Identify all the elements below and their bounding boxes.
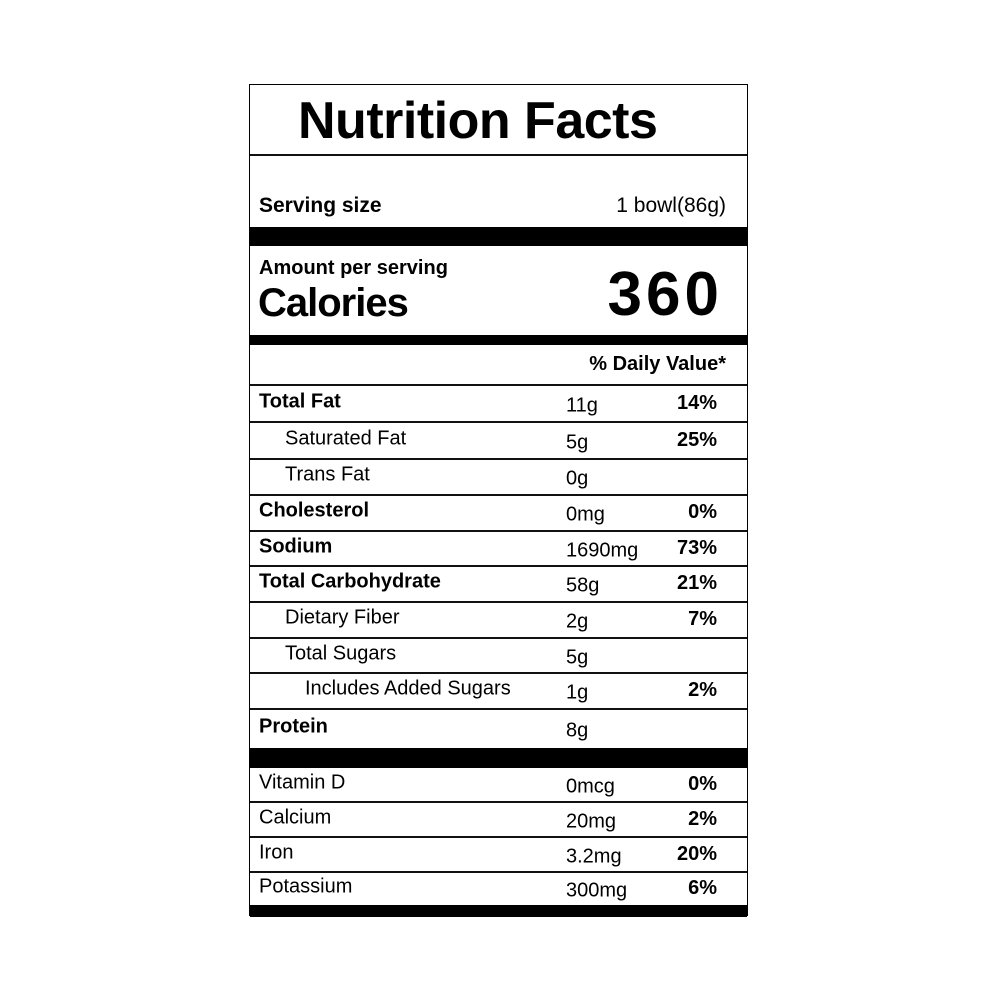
divider bbox=[250, 836, 747, 838]
nutrient-amount: 3.2mg bbox=[566, 844, 622, 867]
nutrient-name: Cholesterol bbox=[259, 499, 370, 522]
daily-value-percent: 0% bbox=[688, 501, 717, 524]
daily-value-percent: 0% bbox=[688, 773, 717, 796]
nutrient-amount: 58g bbox=[566, 574, 600, 597]
nutrient-name: Dietary Fiber bbox=[285, 606, 400, 629]
daily-value-percent: 73% bbox=[676, 536, 717, 559]
nutrient-amount: 20mg bbox=[566, 809, 617, 832]
nutrient-name: Potassium bbox=[259, 875, 353, 898]
nutrient-name: Trans Fat bbox=[285, 463, 370, 486]
serving-size-label: Serving size bbox=[259, 194, 382, 217]
nutrient-amount: 8g bbox=[566, 718, 589, 741]
daily-value-percent: 20% bbox=[676, 842, 717, 865]
nutrient-row: Total Fat 11g 14% bbox=[250, 385, 747, 422]
calories-value: 360 bbox=[607, 260, 723, 329]
amount-per-serving-label: Amount per serving bbox=[259, 257, 448, 279]
nutrient-name: Sodium bbox=[259, 535, 333, 558]
nutrient-row: Includes Added Sugars 1g 2% bbox=[250, 673, 747, 709]
nutrient-name: Includes Added Sugars bbox=[305, 677, 511, 700]
nutrient-name: Total Carbohydrate bbox=[259, 570, 441, 593]
thick-divider bbox=[250, 335, 747, 345]
nutrient-name: Saturated Fat bbox=[285, 427, 407, 450]
daily-value-percent: 6% bbox=[688, 876, 717, 899]
divider bbox=[250, 384, 747, 386]
divider bbox=[250, 708, 747, 710]
divider bbox=[250, 801, 747, 803]
nutrient-amount: 2g bbox=[566, 610, 589, 633]
divider bbox=[250, 421, 747, 423]
serving-size-value: 1 bowl(86g) bbox=[616, 194, 726, 217]
nutrient-name: Iron bbox=[259, 841, 294, 864]
nutrient-name: Total Sugars bbox=[285, 642, 397, 665]
nutrient-amount: 5g bbox=[566, 645, 589, 668]
nutrient-name: Vitamin D bbox=[259, 771, 346, 794]
thick-divider bbox=[250, 905, 747, 917]
vitamin-row: Vitamin D 0mcg 0% bbox=[250, 768, 747, 802]
divider bbox=[250, 154, 747, 156]
calories-label: Calories bbox=[258, 281, 409, 325]
divider bbox=[250, 601, 747, 603]
divider bbox=[250, 637, 747, 639]
divider bbox=[250, 494, 747, 496]
nutrient-row: Total Sugars 5g bbox=[250, 638, 747, 673]
nutrient-row: Total Carbohydrate 58g 21% bbox=[250, 566, 747, 602]
nutrient-row: Saturated Fat 5g 25% bbox=[250, 422, 747, 459]
daily-value-percent: 21% bbox=[676, 572, 717, 595]
daily-value-percent: 25% bbox=[676, 428, 717, 451]
daily-value-header: % Daily Value* bbox=[589, 353, 726, 375]
divider bbox=[250, 458, 747, 460]
nutrient-amount: 0mcg bbox=[566, 775, 615, 798]
thick-divider bbox=[250, 227, 747, 246]
nutrient-amount: 1690mg bbox=[566, 538, 639, 561]
divider bbox=[250, 530, 747, 532]
nutrition-facts-label: Nutrition Facts Serving size 1 bowl(86g)… bbox=[249, 84, 748, 917]
divider bbox=[250, 871, 747, 873]
vitamin-row: Calcium 20mg 2% bbox=[250, 802, 747, 837]
nutrient-amount: 5g bbox=[566, 430, 589, 453]
nutrient-amount: 1g bbox=[566, 681, 589, 704]
nutrient-row: Protein 8g bbox=[250, 709, 747, 748]
nutrient-amount: 11g bbox=[566, 393, 598, 416]
vitamin-row: Iron 3.2mg 20% bbox=[250, 837, 747, 872]
nutrient-amount: 0mg bbox=[566, 503, 605, 526]
daily-value-percent: 2% bbox=[688, 679, 717, 702]
daily-value-percent: 2% bbox=[688, 807, 717, 830]
nutrient-row: Cholesterol 0mg 0% bbox=[250, 495, 747, 531]
nutrient-row: Trans Fat 0g bbox=[250, 459, 747, 495]
nutrient-name: Calcium bbox=[259, 806, 332, 829]
nutrient-name: Protein bbox=[259, 715, 328, 738]
nutrient-name: Total Fat bbox=[259, 390, 341, 413]
vitamin-row: Potassium 300mg 6% bbox=[250, 872, 747, 905]
divider bbox=[250, 672, 747, 674]
nutrient-amount: 0g bbox=[566, 467, 589, 490]
thick-divider bbox=[250, 748, 747, 768]
divider bbox=[250, 565, 747, 567]
nutrient-row: Sodium 1690mg 73% bbox=[250, 531, 747, 566]
nutrient-row: Dietary Fiber 2g 7% bbox=[250, 602, 747, 638]
daily-value-percent: 14% bbox=[676, 391, 717, 414]
nutrient-amount: 300mg bbox=[566, 878, 628, 901]
label-title: Nutrition Facts bbox=[298, 92, 658, 150]
daily-value-percent: 7% bbox=[688, 608, 717, 631]
